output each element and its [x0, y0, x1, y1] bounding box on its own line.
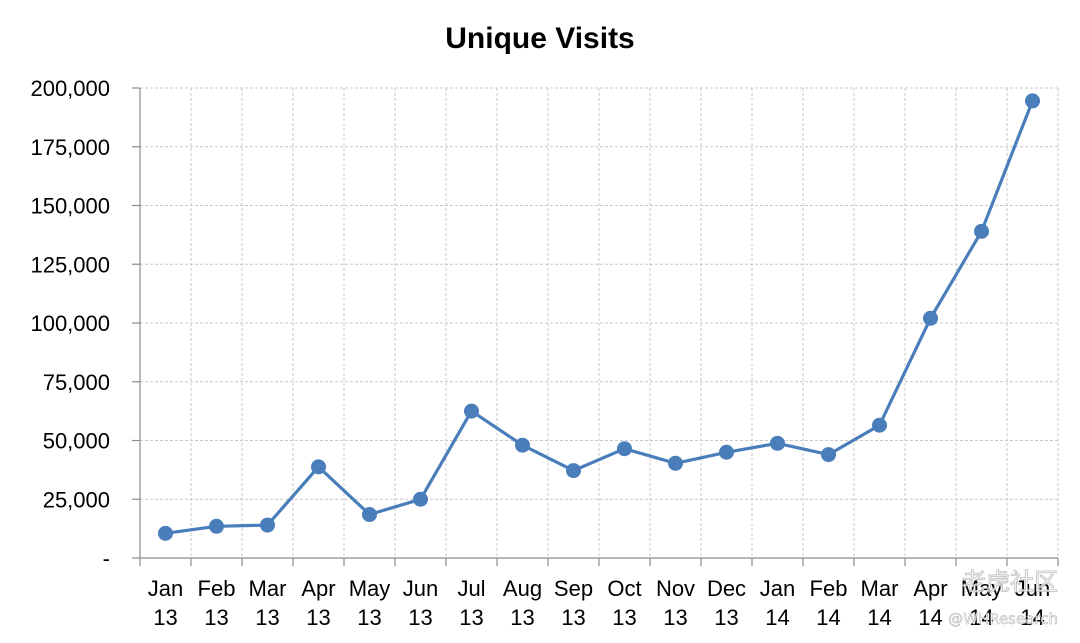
x-tick-label: 14: [867, 605, 891, 630]
x-tick-labels: Jan 13 Feb 13 Mar 13 Apr 13 May 13 Jun 13 Jul 13 Aug 13…: [148, 568, 1059, 630]
y-tick-label: 25,000: [43, 487, 110, 512]
x-tick-label: 13: [306, 605, 330, 630]
grid: [140, 87, 1059, 558]
y-tick-label: 175,000: [30, 135, 110, 160]
chart-title: Unique Visits: [445, 22, 635, 55]
x-tick-label: Nov: [656, 576, 695, 601]
x-tick-label: 14: [765, 605, 789, 630]
x-tick-label: Sep: [554, 576, 593, 601]
data-point: [413, 491, 428, 507]
y-tick-label: -: [103, 546, 110, 571]
data-point: [158, 525, 173, 541]
data-point: [362, 507, 377, 523]
series-layer: [158, 93, 1040, 541]
data-point: [515, 437, 530, 453]
x-tick-label: Mar: [861, 576, 899, 601]
x-tick-label: Jun: [1015, 576, 1050, 601]
x-tick-label: 13: [561, 605, 585, 630]
watermark-text: @WHResearch: [948, 610, 1058, 628]
data-point: [719, 444, 734, 460]
x-tick-label: May: [961, 576, 1003, 601]
y-tick-labels: - 25,000 50,000 75,000 100,000 125,000 150,000…: [30, 76, 110, 571]
x-tick-label: Aug: [503, 576, 542, 601]
x-tick-label: Jul: [457, 576, 485, 601]
x-tick-label: 13: [204, 605, 228, 630]
y-tick-label: 150,000: [30, 194, 110, 219]
series-line: [165, 100, 1034, 535]
data-point: [923, 310, 938, 326]
data-point: [974, 223, 989, 239]
x-tick-label: 13: [459, 605, 483, 630]
x-tick-label: 13: [408, 605, 432, 630]
y-tick-label: 200,000: [30, 76, 110, 101]
x-tick-label: Apr: [913, 576, 947, 601]
x-tick-label: Dec: [707, 576, 746, 601]
y-tick-label: 50,000: [43, 429, 110, 454]
watermark-text: 老虎社区: [962, 568, 1058, 596]
x-tick-label: Jan: [760, 576, 795, 601]
x-tick-label: Feb: [198, 576, 236, 601]
y-tick-label: 125,000: [30, 252, 110, 277]
data-point: [260, 517, 275, 533]
data-point: [668, 455, 683, 471]
data-point: [311, 459, 326, 475]
data-point: [770, 435, 785, 451]
x-tick-label: 13: [714, 605, 738, 630]
x-tick-label: Feb: [810, 576, 848, 601]
x-tick-label: May: [349, 576, 391, 601]
x-tick-label: 14: [969, 605, 993, 630]
x-tick-label: 13: [510, 605, 534, 630]
x-tick-label: 13: [612, 605, 636, 630]
x-tick-label: 13: [357, 605, 381, 630]
y-tick-label: 75,000: [43, 370, 110, 395]
data-point: [617, 441, 632, 457]
x-tick-label: 13: [255, 605, 279, 630]
x-tick-label: Oct: [607, 576, 641, 601]
x-tick-label: 14: [918, 605, 942, 630]
x-tick-label: Apr: [301, 576, 335, 601]
axes: [132, 87, 1059, 566]
x-tick-label: 14: [1020, 605, 1044, 630]
x-tick-label: 14: [816, 605, 840, 630]
data-point: [872, 417, 887, 433]
x-tick-label: 13: [153, 605, 177, 630]
data-point: [1025, 93, 1040, 109]
x-tick-label: Jun: [403, 576, 438, 601]
data-point: [464, 403, 479, 419]
data-point: [821, 447, 836, 463]
x-tick-label: Mar: [249, 576, 287, 601]
y-tick-label: 100,000: [30, 311, 110, 336]
x-tick-label: 13: [663, 605, 687, 630]
data-point: [209, 518, 224, 534]
x-tick-label: Jan: [148, 576, 183, 601]
data-point: [566, 463, 581, 479]
